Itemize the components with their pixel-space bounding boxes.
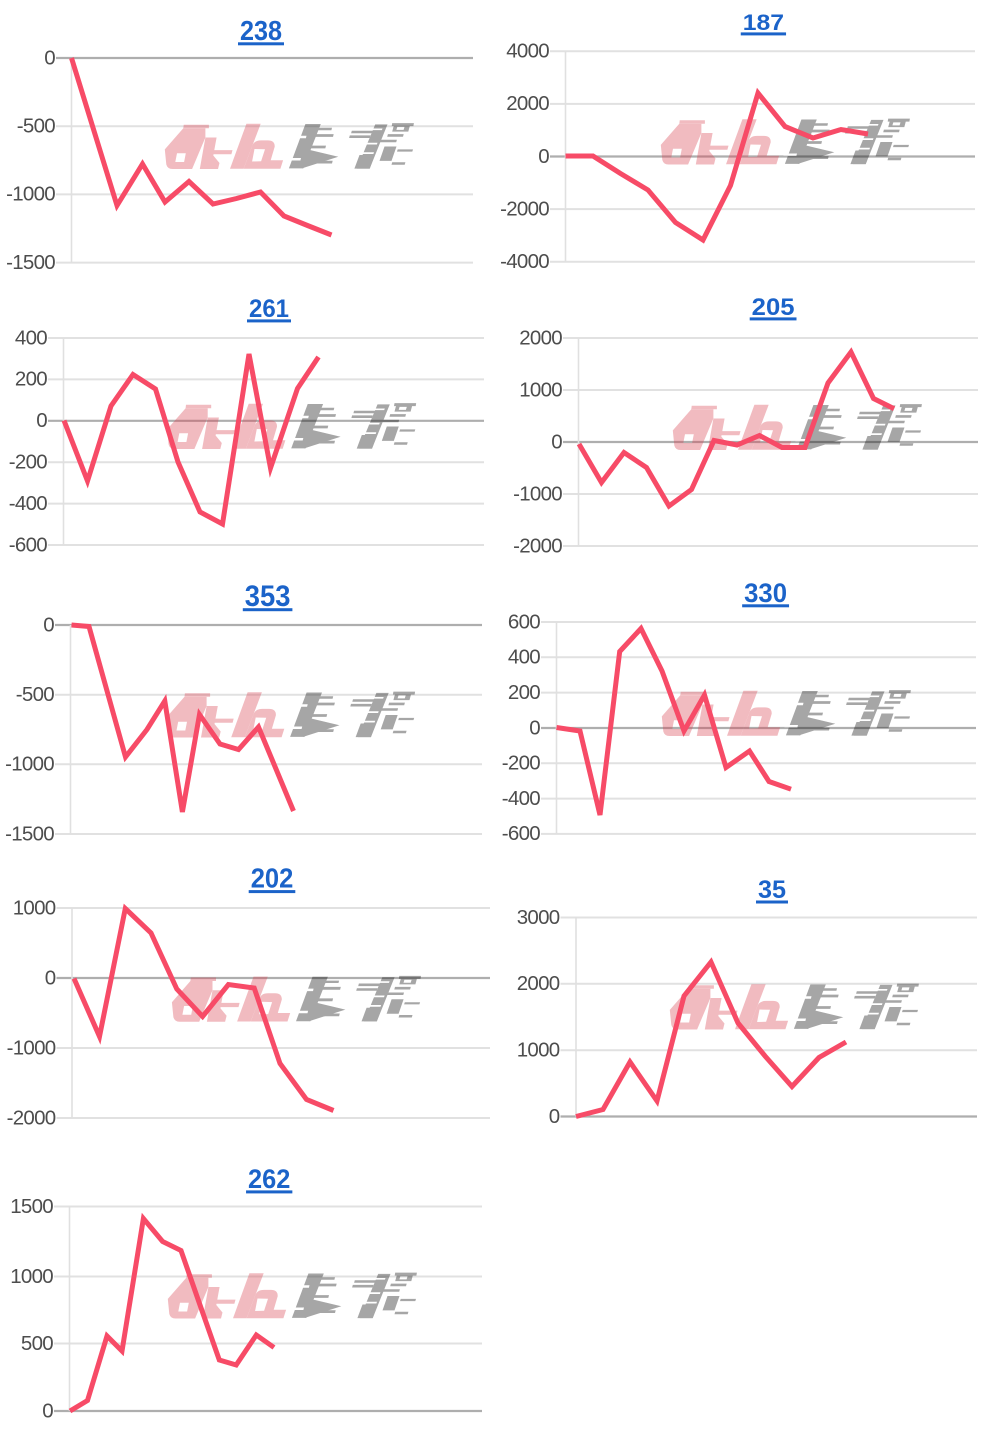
svg-text:-200: -200: [9, 451, 48, 474]
svg-text:-2000: -2000: [500, 197, 549, 220]
svg-text:-600: -600: [9, 533, 48, 556]
svg-text:0: 0: [551, 430, 562, 453]
svg-text:1500: 1500: [10, 1195, 53, 1218]
svg-text:330: 330: [744, 578, 787, 608]
svg-text:0: 0: [529, 716, 540, 739]
svg-text:262: 262: [248, 1164, 290, 1194]
svg-text:2000: 2000: [517, 972, 560, 995]
svg-text:0: 0: [36, 409, 47, 432]
svg-text:-600: -600: [502, 822, 541, 845]
svg-text:202: 202: [251, 863, 294, 894]
svg-text:4000: 4000: [506, 40, 549, 63]
svg-text:500: 500: [21, 1332, 53, 1355]
svg-text:0: 0: [43, 613, 54, 636]
svg-text:2000: 2000: [506, 92, 549, 115]
svg-text:0: 0: [45, 966, 56, 989]
svg-text:-2000: -2000: [513, 534, 562, 557]
svg-text:-4000: -4000: [500, 250, 549, 273]
svg-text:-1500: -1500: [6, 251, 55, 274]
svg-text:-1000: -1000: [6, 183, 55, 206]
svg-text:0: 0: [549, 1105, 560, 1128]
svg-text:-1000: -1000: [513, 482, 562, 505]
svg-text:1000: 1000: [10, 1265, 53, 1288]
svg-text:205: 205: [752, 295, 795, 321]
svg-text:238: 238: [240, 15, 282, 46]
svg-text:-500: -500: [16, 683, 55, 706]
svg-text:187: 187: [743, 10, 784, 35]
svg-text:35: 35: [758, 877, 786, 904]
svg-text:1000: 1000: [519, 378, 562, 401]
svg-text:0: 0: [42, 1399, 53, 1422]
svg-text:-1000: -1000: [7, 1036, 56, 1059]
svg-text:-1500: -1500: [5, 822, 54, 845]
svg-text:200: 200: [508, 681, 540, 704]
svg-text:-400: -400: [9, 492, 48, 515]
svg-text:-2000: -2000: [7, 1106, 56, 1129]
svg-text:0: 0: [44, 46, 55, 69]
svg-text:-1000: -1000: [5, 753, 54, 776]
svg-text:353: 353: [245, 580, 291, 613]
svg-text:1000: 1000: [517, 1039, 560, 1062]
svg-text:1000: 1000: [13, 896, 56, 919]
svg-text:400: 400: [15, 326, 47, 349]
svg-text:-500: -500: [17, 115, 56, 138]
svg-text:200: 200: [15, 368, 47, 391]
svg-text:400: 400: [508, 646, 540, 669]
svg-text:-400: -400: [502, 787, 541, 810]
svg-text:261: 261: [249, 296, 289, 323]
svg-text:3000: 3000: [517, 906, 560, 929]
svg-text:0: 0: [538, 145, 549, 168]
svg-text:600: 600: [508, 610, 540, 633]
svg-text:2000: 2000: [519, 326, 562, 349]
svg-text:-200: -200: [502, 752, 541, 775]
